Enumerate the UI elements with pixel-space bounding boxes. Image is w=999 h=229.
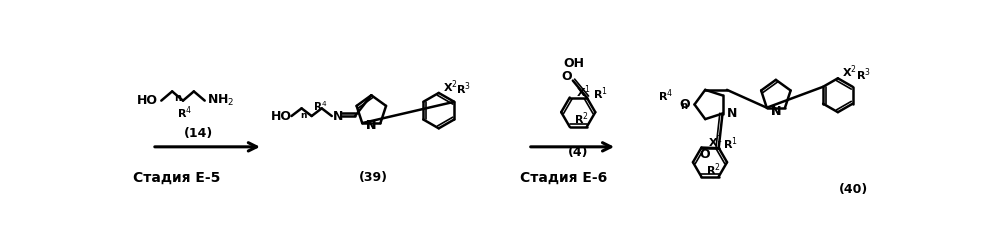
Text: (39): (39) (359, 171, 388, 184)
Text: X$^1$: X$^1$ (576, 83, 590, 100)
Text: R$^1$: R$^1$ (593, 85, 607, 102)
Text: R$^2$: R$^2$ (706, 162, 721, 178)
Text: HO: HO (271, 109, 292, 123)
Text: O: O (679, 98, 690, 111)
Text: Стадия Е-6: Стадия Е-6 (520, 171, 607, 185)
Text: N: N (727, 107, 737, 120)
Text: R$^2$: R$^2$ (574, 110, 589, 127)
Text: n: n (174, 93, 181, 103)
Text: (40): (40) (839, 183, 868, 196)
Text: R$^4$: R$^4$ (314, 99, 328, 113)
Text: (14): (14) (184, 127, 213, 140)
Text: Стадия Е-5: Стадия Е-5 (133, 171, 220, 185)
Text: O: O (699, 148, 710, 161)
Text: (4): (4) (568, 147, 588, 159)
Text: N: N (771, 105, 781, 118)
Text: HO: HO (137, 94, 158, 107)
Text: n: n (300, 111, 307, 120)
Text: X$^2$: X$^2$ (443, 79, 458, 95)
Text: X$^2$: X$^2$ (842, 64, 856, 80)
Text: R$^3$: R$^3$ (456, 81, 471, 97)
Text: OH: OH (563, 57, 584, 70)
Text: n: n (680, 101, 687, 111)
Text: N: N (334, 109, 344, 123)
Text: X$^1$: X$^1$ (707, 133, 722, 150)
Text: R$^4$: R$^4$ (657, 87, 672, 104)
Text: N: N (366, 119, 377, 132)
Text: N: N (367, 119, 377, 132)
Text: R$^1$: R$^1$ (723, 135, 738, 152)
Text: R$^3$: R$^3$ (856, 66, 871, 83)
Text: NH$_2$: NH$_2$ (207, 93, 235, 108)
Text: R$^4$: R$^4$ (177, 105, 192, 121)
Text: N: N (770, 105, 781, 118)
Text: O: O (561, 70, 572, 83)
